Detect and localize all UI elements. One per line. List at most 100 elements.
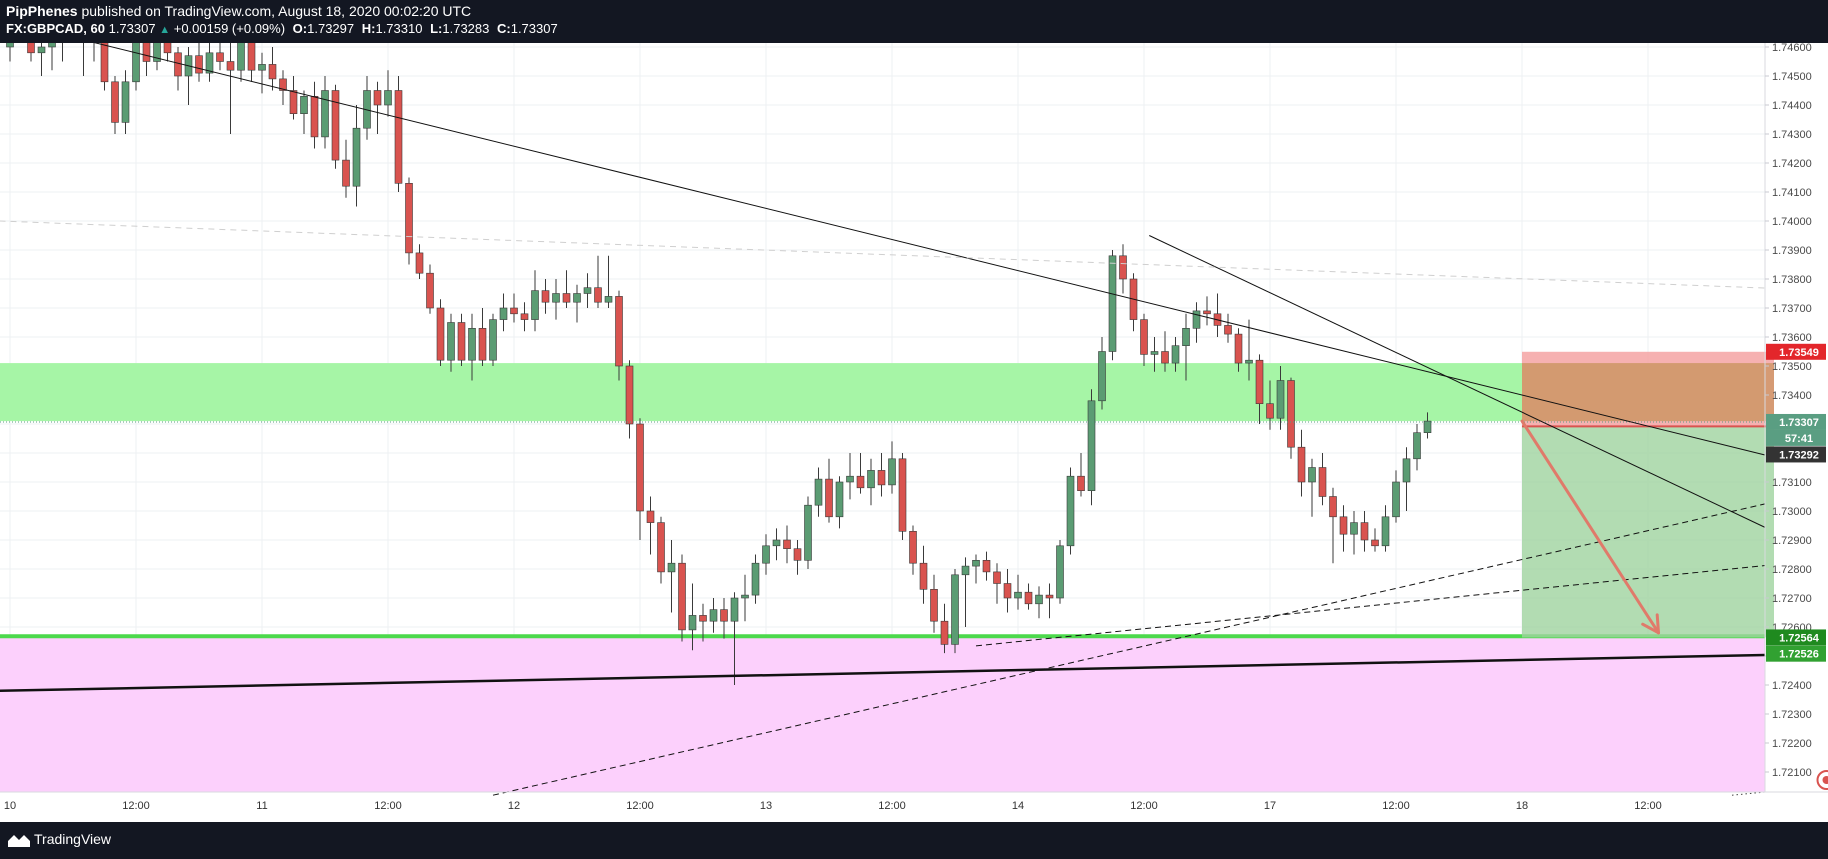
candle-body[interactable]: [709, 609, 718, 622]
price-chart[interactable]: 1612 1.74600 1.74500 1.74400 1.74300 1.74200…: [0, 43, 1828, 822]
candle-body[interactable]: [1171, 345, 1180, 364]
candle-body[interactable]: [100, 43, 109, 83]
candle-body[interactable]: [699, 615, 707, 622]
candle-body[interactable]: [1245, 359, 1253, 364]
candle-body[interactable]: [1423, 420, 1432, 434]
tradingview-logo[interactable]: TradingView: [8, 831, 111, 848]
candle-body[interactable]: [1014, 591, 1022, 599]
candle-body[interactable]: [205, 52, 214, 74]
candle-body[interactable]: [825, 478, 833, 518]
candle-body[interactable]: [531, 290, 539, 320]
candle-body[interactable]: [1308, 467, 1316, 483]
candle-body[interactable]: [804, 504, 812, 561]
candle-body[interactable]: [856, 475, 865, 489]
candle-body[interactable]: [961, 565, 970, 576]
candle-body[interactable]: [814, 478, 823, 506]
candle-body[interactable]: [132, 43, 140, 83]
candle-body[interactable]: [1392, 481, 1400, 518]
candle-body[interactable]: [730, 597, 739, 622]
candle-body[interactable]: [1413, 432, 1421, 460]
candle-body[interactable]: [562, 293, 571, 303]
candle-body[interactable]: [153, 43, 161, 62]
candle-body[interactable]: [174, 52, 182, 77]
candle-body[interactable]: [846, 475, 854, 483]
candle-body[interactable]: [1077, 475, 1085, 492]
candle-body[interactable]: [688, 615, 697, 631]
trendline[interactable]: [975, 565, 1766, 647]
symbol-label[interactable]: FX:GBPCAD, 60: [6, 21, 105, 36]
candle-body[interactable]: [552, 293, 560, 303]
candle-body[interactable]: [520, 313, 529, 320]
candle-body[interactable]: [741, 594, 749, 599]
candles-layer[interactable]: [6, 43, 1432, 685]
candle-body[interactable]: [1255, 359, 1264, 405]
candle-body[interactable]: [1234, 333, 1243, 364]
candle-body[interactable]: [436, 307, 445, 361]
candle-body[interactable]: [27, 43, 35, 54]
candle-body[interactable]: [1182, 327, 1190, 346]
candle-body[interactable]: [142, 43, 151, 62]
candle-body[interactable]: [289, 90, 298, 115]
candle-body[interactable]: [1035, 594, 1043, 605]
candle-body[interactable]: [279, 78, 287, 91]
candle-body[interactable]: [657, 522, 665, 573]
candle-body[interactable]: [1360, 522, 1369, 541]
trendline[interactable]: [1149, 235, 1766, 528]
candle-body[interactable]: [909, 530, 917, 564]
candle-body[interactable]: [510, 307, 518, 315]
trendline[interactable]: [0, 220, 1766, 289]
candle-body[interactable]: [762, 545, 770, 564]
candle-body[interactable]: [426, 272, 434, 309]
candle-body[interactable]: [48, 43, 56, 48]
candle-body[interactable]: [468, 327, 476, 361]
candle-body[interactable]: [1045, 594, 1054, 599]
candle-body[interactable]: [1339, 516, 1348, 535]
candle-body[interactable]: [1287, 380, 1295, 448]
candle-body[interactable]: [1203, 310, 1211, 315]
candle-body[interactable]: [625, 365, 634, 425]
candle-body[interactable]: [384, 90, 392, 106]
candle-body[interactable]: [982, 559, 991, 573]
candle-body[interactable]: [121, 81, 130, 123]
candle-body[interactable]: [1108, 255, 1117, 352]
candle-body[interactable]: [489, 319, 497, 361]
candle-body[interactable]: [898, 458, 907, 532]
candle-body[interactable]: [1371, 539, 1379, 547]
candle-body[interactable]: [415, 252, 424, 274]
candle-body[interactable]: [247, 43, 256, 71]
target-arrow-shaft[interactable]: [1520, 419, 1660, 635]
trendline[interactable]: [492, 503, 1766, 796]
candle-body[interactable]: [1087, 400, 1096, 491]
candle-body[interactable]: [678, 562, 686, 631]
candle-body[interactable]: [541, 290, 550, 303]
candle-body[interactable]: [405, 183, 413, 254]
candle-body[interactable]: [258, 64, 266, 71]
candle-body[interactable]: [888, 458, 896, 486]
candle-body[interactable]: [594, 287, 602, 303]
candle-body[interactable]: [226, 61, 235, 71]
candle-body[interactable]: [615, 296, 623, 367]
candle-body[interactable]: [373, 90, 382, 106]
candle-body[interactable]: [478, 327, 487, 361]
trendline[interactable]: [0, 653, 1766, 693]
time-axis[interactable]: 10 12:00 11 12:00 12 12:00 13 12:00 14 12:00 17 12:…: [4, 800, 1662, 812]
candle-body[interactable]: [993, 571, 1001, 584]
candle-body[interactable]: [751, 562, 760, 596]
candle-body[interactable]: [1003, 583, 1012, 599]
candle-body[interactable]: [499, 307, 508, 320]
candle-body[interactable]: [163, 43, 172, 54]
candle-body[interactable]: [1161, 351, 1169, 364]
candle-body[interactable]: [447, 322, 455, 361]
candle-body[interactable]: [1318, 467, 1327, 497]
candle-body[interactable]: [636, 423, 644, 512]
candle-body[interactable]: [867, 470, 875, 489]
candle-body[interactable]: [321, 90, 329, 138]
trendline[interactable]: [1731, 791, 1766, 796]
candle-body[interactable]: [604, 296, 613, 303]
candle-body[interactable]: [930, 588, 938, 622]
candle-body[interactable]: [772, 539, 781, 547]
candle-body[interactable]: [1140, 319, 1148, 355]
candle-body[interactable]: [720, 609, 728, 622]
candle-body[interactable]: [216, 52, 224, 62]
candle-body[interactable]: [195, 55, 203, 74]
